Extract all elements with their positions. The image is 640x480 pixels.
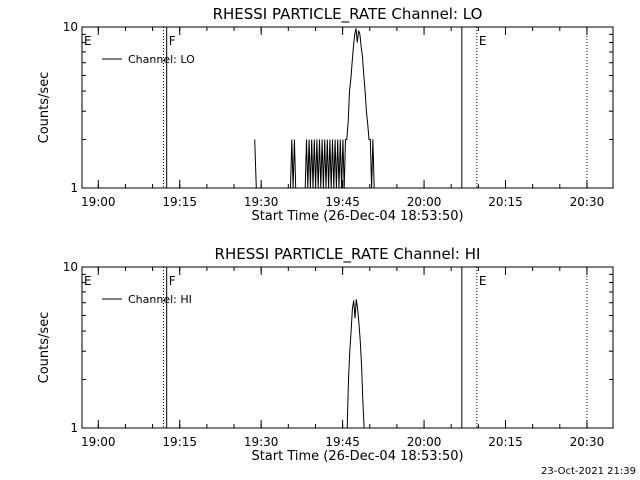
legend-label: Channel: HI [128, 293, 192, 306]
x-tick-label: 19:30 [244, 435, 279, 449]
marker-label: E [479, 274, 487, 288]
series-line [346, 299, 365, 429]
x-tick-label: 20:15 [488, 435, 523, 449]
y-tick-label: 1 [70, 181, 78, 195]
x-tick-label: 19:30 [244, 195, 279, 209]
x-tick-label: 19:15 [162, 435, 197, 449]
x-tick-label: 19:15 [162, 195, 197, 209]
series-line [304, 28, 375, 189]
x-tick-label: 20:30 [570, 195, 605, 209]
y-tick-label: 1 [70, 421, 78, 435]
marker-label: E [84, 274, 92, 288]
legend-label: Channel: LO [128, 53, 195, 66]
marker-label: F [169, 34, 176, 48]
x-tick-label: 20:15 [488, 195, 523, 209]
y-tick-label: 10 [63, 20, 78, 34]
x-tick-label: 20:30 [570, 435, 605, 449]
plot-frame [81, 26, 614, 189]
x-axis-label: Start Time (26-Dec-04 18:53:50) [251, 209, 463, 224]
marker-label: F [169, 274, 176, 288]
series-line [254, 139, 257, 189]
x-axis-label: Start Time (26-Dec-04 18:53:50) [251, 449, 463, 464]
y-axis-label: Counts/sec [37, 312, 52, 384]
chart-panel-lo: RHESSI PARTICLE_RATE Channel: LO 19:00 19:… [37, 5, 614, 224]
marker-label: E [84, 34, 92, 48]
chart-title: RHESSI PARTICLE_RATE Channel: LO [213, 5, 483, 24]
chart-panel-hi: RHESSI PARTICLE_RATE Channel: HI 19:00 19:… [37, 245, 614, 464]
x-tick-label: 19:45 [325, 195, 360, 209]
x-tick-label: 20:00 [407, 195, 442, 209]
footer-timestamp: 23-Oct-2021 21:39 [541, 466, 636, 477]
marker-label: E [479, 34, 487, 48]
y-tick-label: 10 [63, 260, 78, 274]
x-tick-label: 19:00 [81, 435, 116, 449]
x-tick-label: 19:45 [325, 435, 360, 449]
series-line [290, 139, 297, 189]
x-tick-label: 19:00 [81, 195, 116, 209]
chart-title: RHESSI PARTICLE_RATE Channel: HI [215, 245, 481, 264]
x-tick-label: 20:00 [407, 435, 442, 449]
y-axis-label: Counts/sec [37, 72, 52, 144]
